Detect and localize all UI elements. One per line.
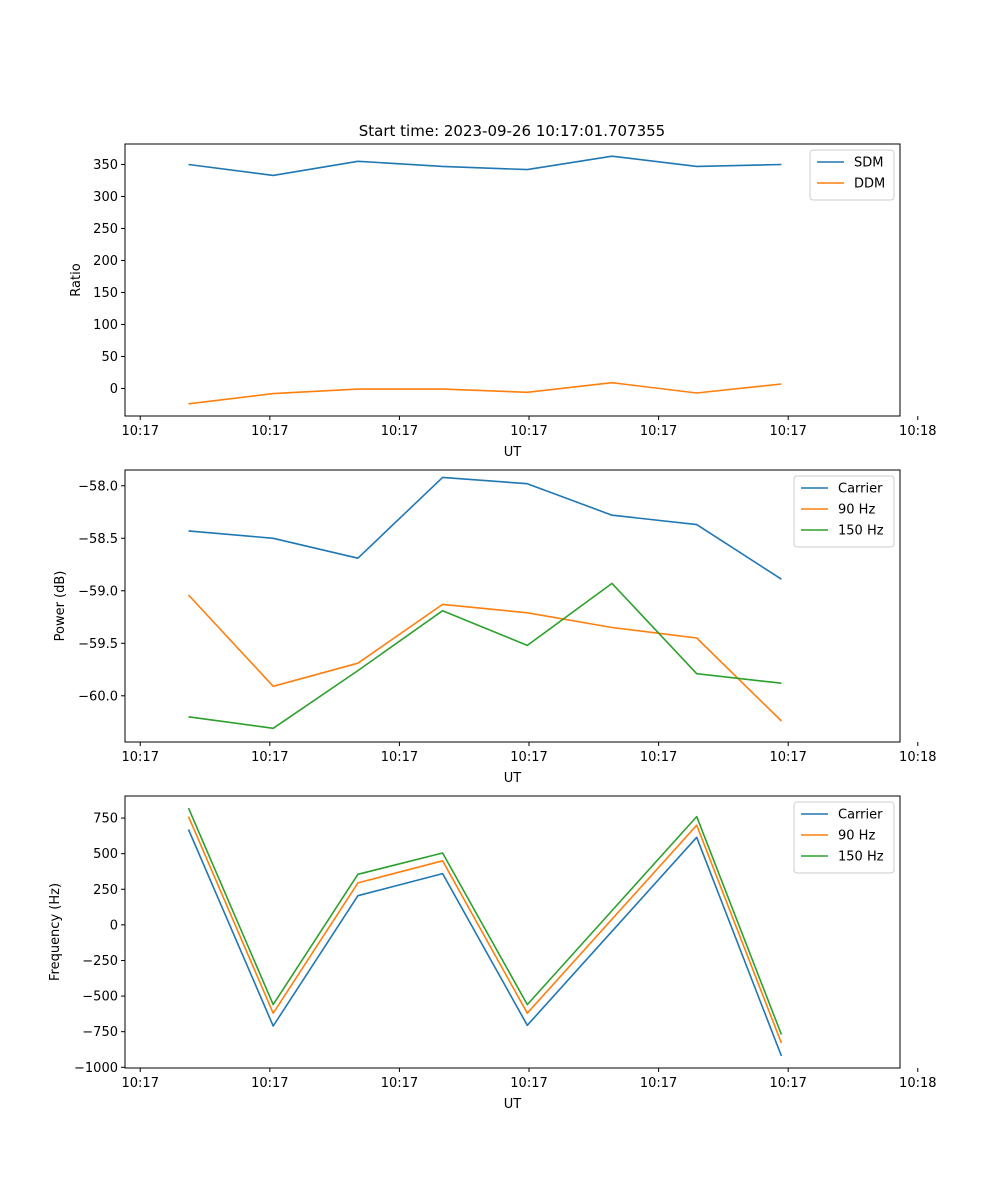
power-legend: Carrier 90 Hz 150 Hz	[793, 475, 895, 548]
frequency-x-tick-label: 10:17	[251, 1076, 288, 1091]
power-y-tick-label: −58.0	[78, 479, 118, 494]
power-legend-label-150-hz: 150 Hz	[838, 524, 884, 539]
ratio-y-tick-label: 250	[93, 222, 118, 237]
power-subplot: UT Power (dB) 10:17 10:17 10:17 10:17 10:17 1…	[53, 469, 937, 786]
power-x-tick-label: 10:17	[381, 750, 418, 765]
frequency-subplot-ylabel: Frequency (Hz)	[48, 883, 63, 981]
ratio-y-tick-label: 100	[93, 318, 118, 333]
ratio-x-tick-label: 10:17	[640, 424, 677, 439]
frequency-y-tick-label: −250	[82, 954, 118, 969]
ratio-series-sdm-line	[188, 155, 782, 177]
power-subplot-ylabel: Power (dB)	[53, 571, 68, 642]
power-series-150-hz-line	[188, 582, 782, 730]
frequency-y-tick-label: 500	[93, 847, 118, 862]
power-subplot-xlabel: UT	[504, 771, 522, 786]
ratio-x-tick-label: 10:17	[122, 424, 159, 439]
ratio-y-tick-label: 150	[93, 286, 118, 301]
power-legend-label-carrier: Carrier	[838, 482, 883, 497]
frequency-y-tick-label: −1000	[74, 1061, 118, 1076]
frequency-plot-frame	[124, 795, 901, 1069]
ratio-y-tick-label: 200	[93, 254, 118, 269]
frequency-legend-label-carrier: Carrier	[838, 808, 883, 823]
ratio-series-ddm-line	[188, 381, 782, 405]
frequency-y-tick-label: −750	[82, 1025, 118, 1040]
frequency-x-tick-label: 10:17	[122, 1076, 159, 1091]
power-series-90-hz-line	[187, 594, 782, 722]
frequency-subplot-xlabel: UT	[504, 1097, 522, 1112]
power-x-tick-label: 10:18	[899, 750, 936, 765]
ratio-legend: SDM DDM	[809, 149, 895, 201]
ratio-x-tick-label: 10:17	[769, 424, 806, 439]
ratio-x-tick-label: 10:17	[510, 424, 547, 439]
power-x-tick-label: 10:17	[769, 750, 806, 765]
power-x-tick-label: 10:17	[122, 750, 159, 765]
ratio-x-tick-label: 10:18	[899, 424, 936, 439]
frequency-subplot: UT Frequency (Hz) 10:17 10:17 10:17 10:17 10…	[48, 795, 937, 1112]
ratio-plot-frame	[124, 143, 901, 417]
power-y-tick-label: −59.0	[78, 584, 118, 599]
frequency-x-tick-label: 10:18	[899, 1076, 936, 1091]
ratio-y-tick-label: 0	[110, 382, 118, 397]
frequency-series-90-hz-line	[187, 816, 783, 1044]
frequency-x-tick-label: 10:17	[381, 1076, 418, 1091]
ratio-y-tick-label: 350	[93, 158, 118, 173]
power-legend-label-90-hz: 90 Hz	[838, 503, 875, 518]
power-y-tick-label: −58.5	[78, 532, 118, 547]
frequency-x-tick-label: 10:17	[640, 1076, 677, 1091]
ratio-legend-label-sdm: SDM	[854, 156, 883, 171]
frequency-legend-label-150-hz: 150 Hz	[838, 850, 884, 865]
frequency-legend: Carrier 90 Hz 150 Hz	[793, 801, 895, 874]
power-y-tick-label: −59.5	[78, 637, 118, 652]
power-plot-frame	[124, 469, 901, 743]
power-y-tick-label: −60.0	[78, 689, 118, 704]
frequency-x-tick-label: 10:17	[769, 1076, 806, 1091]
ratio-subplot: UT Ratio 10:17 10:17 10:17 10:17 10:17 10:17 1…	[69, 143, 937, 460]
ratio-legend-label-ddm: DDM	[854, 177, 885, 192]
frequency-series-150-hz-line	[187, 807, 783, 1035]
ratio-y-tick-label: 50	[101, 350, 118, 365]
frequency-y-tick-label: −500	[82, 990, 118, 1005]
power-series-carrier-line	[188, 476, 782, 580]
frequency-y-tick-label: 0	[110, 918, 118, 933]
frequency-series-carrier-line	[187, 829, 783, 1057]
frequency-y-tick-label: 750	[93, 812, 118, 827]
ratio-x-tick-label: 10:17	[381, 424, 418, 439]
power-x-tick-label: 10:17	[251, 750, 288, 765]
ratio-y-tick-label: 300	[93, 190, 118, 205]
power-x-tick-label: 10:17	[510, 750, 547, 765]
ratio-x-tick-label: 10:17	[251, 424, 288, 439]
frequency-legend-label-90-hz: 90 Hz	[838, 829, 875, 844]
frequency-y-tick-label: 250	[93, 883, 118, 898]
frequency-x-tick-label: 10:17	[510, 1076, 547, 1091]
power-x-tick-label: 10:17	[640, 750, 677, 765]
ratio-subplot-xlabel: UT	[504, 445, 522, 460]
figure-title: Start time: 2023-09-26 10:17:01.707355	[359, 122, 665, 140]
ratio-subplot-ylabel: Ratio	[69, 263, 84, 296]
